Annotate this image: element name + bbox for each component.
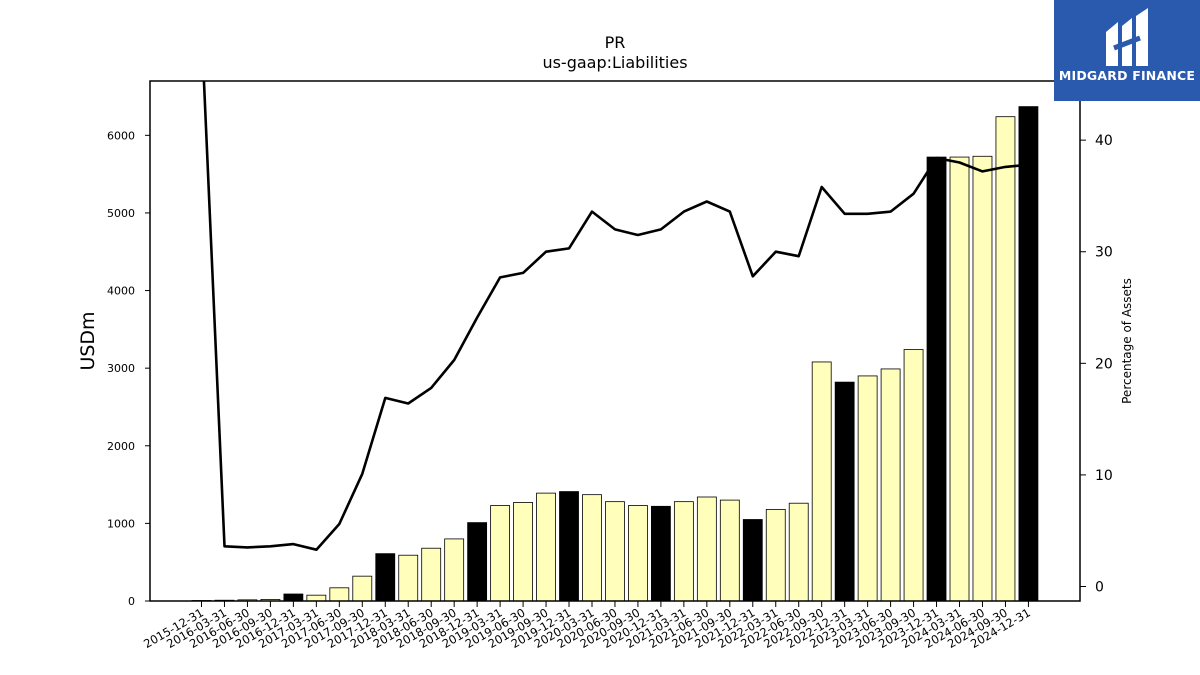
bar-2020-03-31 [582, 494, 602, 602]
bar-2024-06-30 [972, 155, 993, 602]
bar-2020-09-30 [628, 505, 648, 602]
y2-axis-label: Percentage of Assets [1120, 278, 1134, 404]
midgard-logo-icon [1106, 8, 1148, 66]
logo-text: MIDGARD FINANCE [1058, 68, 1196, 83]
bar-2017-09-30 [352, 575, 373, 602]
y-tick-label: 4000 [107, 285, 135, 298]
left-axis: 0 1000 2000 3000 4000 5000 6000 [107, 129, 150, 608]
bar-2016-12-31 [283, 593, 304, 602]
logo: MIDGARD FINANCE [1054, 0, 1200, 101]
y-tick-label: 0 [128, 595, 135, 608]
bar-2020-06-30 [605, 501, 625, 602]
y-tick-label: 5000 [107, 207, 135, 220]
right-axis: 0 10 20 30 40 [1080, 133, 1113, 595]
bar-2021-09-30 [719, 499, 740, 602]
y-tick-label: 2000 [107, 440, 135, 453]
bar-2021-03-31 [673, 501, 694, 602]
y2-tick-label: 10 [1095, 468, 1113, 484]
bar-2018-09-30 [444, 538, 465, 602]
bar-2021-12-31 [742, 519, 763, 602]
bar-2020-12-31 [651, 505, 671, 602]
bar-2018-03-31 [398, 554, 419, 602]
bar-2023-06-30 [880, 368, 901, 602]
y2-tick-label: 30 [1095, 245, 1113, 261]
chart-subtitle: us-gaap:Liabilities [542, 53, 687, 72]
bar-2019-12-31 [559, 491, 579, 602]
bar-2018-06-30 [421, 547, 442, 602]
y-tick-label: 6000 [107, 129, 135, 142]
y2-tick-label: 20 [1095, 356, 1113, 372]
bar-group [191, 106, 1039, 602]
bar-2023-09-30 [903, 349, 924, 602]
y-tick-label: 1000 [107, 517, 135, 530]
bar-2022-09-30 [811, 361, 832, 602]
bar-2017-12-31 [375, 553, 396, 602]
bar-2017-06-30 [329, 587, 350, 602]
bar-2022-03-31 [765, 509, 786, 602]
bar-2024-09-30 [995, 116, 1016, 602]
x-axis: 2015-12-312016-03-312016-06-302016-09-30… [141, 601, 1033, 651]
percentage-line [202, 81, 1029, 552]
bar-2024-03-31 [949, 156, 970, 602]
bar-2022-06-30 [788, 502, 809, 602]
y2-tick-label: 40 [1095, 133, 1113, 149]
bar-2019-03-31 [490, 505, 511, 602]
line-group [202, 81, 1029, 552]
bar-2022-12-31 [834, 381, 855, 602]
bar-2017-03-31 [306, 594, 327, 602]
bar-2023-03-31 [857, 375, 878, 602]
chart-title: PR [605, 33, 626, 52]
bar-2019-09-30 [536, 492, 556, 602]
y2-tick-label: 0 [1095, 579, 1104, 595]
bar-2024-12-31 [1018, 106, 1039, 602]
y-axis-label: USDm [77, 311, 99, 370]
bar-2023-12-31 [926, 156, 947, 602]
y-tick-label: 3000 [107, 362, 135, 375]
bar-2019-06-30 [513, 502, 533, 602]
bar-2018-12-31 [467, 522, 488, 602]
bar-2021-06-30 [696, 496, 717, 602]
